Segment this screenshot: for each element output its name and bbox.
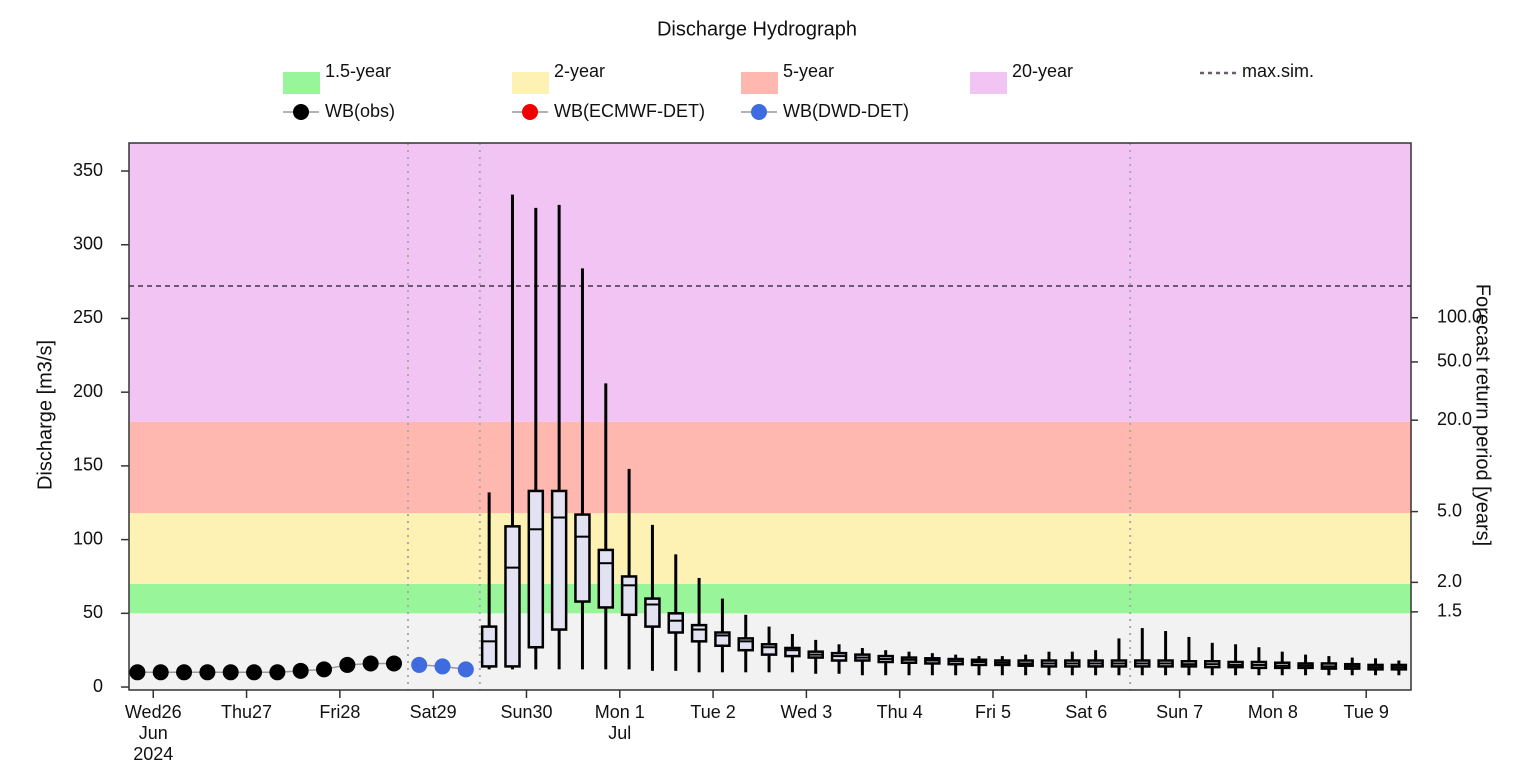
- y-tick-label: 0: [93, 676, 103, 696]
- series-point: [434, 658, 451, 675]
- series-point: [246, 664, 263, 681]
- box: [737, 637, 754, 652]
- threshold-band: [129, 143, 1411, 422]
- series-point: [457, 661, 474, 678]
- box: [574, 513, 591, 603]
- legend-swatch: [512, 72, 549, 94]
- y2-tick-label: 100.0: [1437, 306, 1482, 326]
- y2-tick-label: 5.0: [1437, 500, 1462, 520]
- series-point: [339, 656, 356, 673]
- y-tick-label: 300: [73, 233, 103, 253]
- box: [480, 625, 498, 668]
- legend-label: WB(obs): [325, 101, 395, 121]
- y-axis-label: Discharge [m3/s]: [34, 340, 56, 490]
- x-tick-label: Tue 9: [1343, 702, 1389, 722]
- y2-tick-label: 2.0: [1437, 571, 1462, 591]
- series-point: [129, 664, 146, 681]
- series-point: [411, 656, 428, 673]
- x-tick-label: Sun30: [500, 702, 553, 722]
- threshold-band: [129, 583, 1411, 614]
- series-point: [269, 664, 286, 681]
- x-tick-label: Sat29: [409, 702, 457, 722]
- box: [597, 548, 615, 609]
- y-tick-label: 50: [83, 602, 103, 622]
- x-tick-label: Wed 3: [780, 702, 833, 722]
- y-tick-label: 100: [73, 528, 103, 548]
- series-point: [385, 655, 402, 672]
- series-point: [152, 664, 169, 681]
- legend-label: 20-year: [1012, 61, 1073, 81]
- y-tick-label: 350: [73, 160, 103, 180]
- legend-swatch: [751, 104, 767, 120]
- series-point: [292, 662, 309, 679]
- x-tick-label: Sun 7: [1156, 702, 1204, 722]
- box: [784, 646, 801, 658]
- box: [620, 575, 638, 617]
- x-tick-label: Mon 8: [1247, 702, 1298, 722]
- plot-frame: [128, 142, 1412, 691]
- y-tick-label: 200: [73, 381, 103, 401]
- threshold-band: [129, 421, 1411, 514]
- legend-label: 1.5-year: [325, 61, 391, 81]
- y-tick-label: 150: [73, 455, 103, 475]
- x-tick-label: Sat 6: [1065, 702, 1108, 722]
- x-tick-label: Thu 4: [876, 702, 923, 722]
- series-point: [316, 661, 333, 678]
- x-tick-label: Tue 2: [690, 702, 736, 722]
- x-tick-label: Fri28: [319, 702, 361, 722]
- legend-label: WB(DWD-DET): [783, 101, 909, 121]
- y2-tick-label: 50.0: [1437, 351, 1472, 371]
- box: [527, 489, 545, 649]
- x-tick-label: Fri 5: [974, 702, 1011, 722]
- x-tick-label: Mon 1 Jul: [594, 702, 645, 743]
- legend-label: 5-year: [783, 61, 834, 81]
- legend-label: max.sim.: [1242, 61, 1314, 81]
- chart-title: Discharge Hydrograph: [657, 18, 857, 40]
- x-tick-label: Wed26 Jun 2024: [124, 702, 182, 764]
- legend-swatch: [283, 72, 320, 94]
- box: [760, 643, 778, 656]
- y-tick-label: 250: [73, 307, 103, 327]
- y2-tick-label: 20.0: [1437, 409, 1472, 429]
- box: [667, 612, 685, 634]
- box: [504, 525, 521, 668]
- series-point: [362, 655, 379, 672]
- series-point: [176, 664, 193, 681]
- legend-swatch: [522, 104, 538, 120]
- box: [690, 623, 708, 643]
- y2-tick-label: 1.5: [1437, 601, 1462, 621]
- legend-swatch: [741, 72, 778, 94]
- legend-label: 2-year: [554, 61, 605, 81]
- y2-axis-label: Forecast return period [years]: [1472, 284, 1494, 546]
- series-point: [199, 664, 216, 681]
- box: [644, 597, 661, 628]
- series-point: [222, 664, 239, 681]
- legend-label: WB(ECMWF-DET): [554, 101, 705, 121]
- x-tick-label: Thu27: [221, 702, 273, 722]
- legend-swatch: [293, 104, 309, 120]
- legend-swatch: [970, 72, 1007, 94]
- threshold-band: [129, 513, 1411, 584]
- box: [550, 489, 568, 631]
